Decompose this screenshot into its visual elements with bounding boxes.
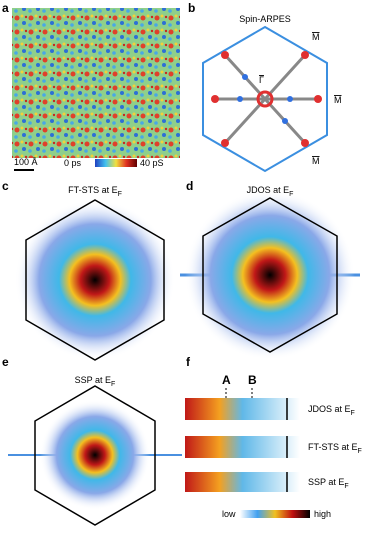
colorbar	[240, 510, 310, 518]
panel-title: SSP at EF	[75, 375, 116, 388]
row-label: JDOS at EF	[308, 404, 355, 417]
strip	[185, 472, 300, 492]
row-sub: F	[344, 483, 348, 490]
m-point: M	[334, 95, 342, 105]
scale-label: 100 Å	[14, 157, 38, 167]
colorbar	[95, 159, 137, 167]
panel-label: b	[188, 1, 195, 15]
strip	[185, 436, 300, 458]
spin-arms	[215, 53, 318, 145]
cbar-min: 0 ps	[64, 158, 82, 168]
panel-label: a	[2, 1, 9, 15]
cbar-high: high	[314, 509, 331, 519]
panel-title: Spin-ARPES	[239, 14, 291, 24]
panel-label: f	[186, 355, 191, 369]
marker: B	[248, 373, 257, 387]
row-label: SSP at EF	[308, 477, 349, 490]
row-text: FT-STS at E	[308, 442, 358, 452]
map-image	[15, 200, 175, 360]
title-text: SSP at E	[75, 375, 111, 385]
strip	[185, 398, 300, 420]
hexagon	[202, 25, 328, 173]
row-label: FT-STS at EF	[308, 442, 362, 455]
m-point: M	[312, 156, 320, 166]
map-image	[40, 400, 150, 510]
hexagon	[202, 197, 338, 353]
title-sub: F	[111, 381, 115, 388]
map-image	[185, 190, 355, 360]
map-image	[12, 8, 180, 158]
gamma-point: Γ	[259, 75, 264, 85]
title-text: FT-STS at E	[68, 185, 118, 195]
title-sub: F	[118, 191, 122, 198]
spin-dots	[211, 51, 322, 147]
row-sub: F	[358, 448, 362, 455]
cbar-max: 40 pS	[140, 158, 164, 168]
m-point: M	[312, 32, 320, 42]
panel-title: FT-STS at EF	[68, 185, 122, 198]
hexagon	[34, 385, 156, 526]
panel-label: e	[2, 355, 9, 369]
row-text: SSP at E	[308, 477, 344, 487]
cbar-low: low	[222, 509, 236, 519]
panel-label: c	[2, 179, 9, 193]
title-text: JDOS at E	[247, 185, 290, 195]
row-sub: F	[351, 410, 355, 417]
hexagon	[25, 199, 165, 361]
panel-label: d	[186, 179, 193, 193]
row-text: JDOS at E	[308, 404, 351, 414]
marker: A	[222, 373, 231, 387]
